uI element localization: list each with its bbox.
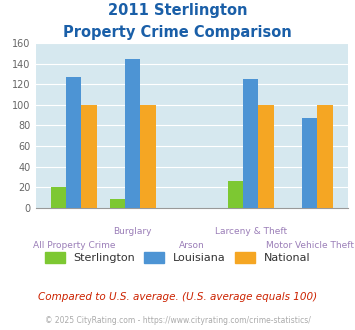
Text: © 2025 CityRating.com - https://www.cityrating.com/crime-statistics/: © 2025 CityRating.com - https://www.city…: [45, 316, 310, 325]
Bar: [141, 105, 156, 208]
Text: Larceny & Theft: Larceny & Theft: [214, 227, 287, 236]
Bar: [66, 77, 82, 208]
Bar: [125, 59, 141, 208]
Bar: [228, 181, 243, 208]
Bar: [243, 79, 258, 208]
Text: Burglary: Burglary: [114, 227, 152, 236]
Text: All Property Crime: All Property Crime: [33, 241, 115, 250]
Text: Motor Vehicle Theft: Motor Vehicle Theft: [266, 241, 354, 250]
Text: Property Crime Comparison: Property Crime Comparison: [63, 25, 292, 40]
Bar: [110, 199, 125, 208]
Bar: [82, 105, 97, 208]
Text: Compared to U.S. average. (U.S. average equals 100): Compared to U.S. average. (U.S. average …: [38, 292, 317, 302]
Bar: [258, 105, 274, 208]
Bar: [51, 187, 66, 208]
Bar: [302, 118, 317, 208]
Legend: Sterlington, Louisiana, National: Sterlington, Louisiana, National: [45, 252, 310, 263]
Text: 2011 Sterlington: 2011 Sterlington: [108, 3, 247, 18]
Bar: [317, 105, 333, 208]
Text: Arson: Arson: [179, 241, 204, 250]
